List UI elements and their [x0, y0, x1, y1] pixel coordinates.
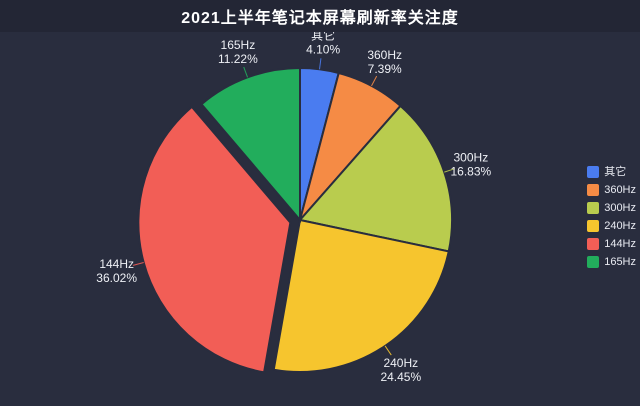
- legend-label-300Hz: 300Hz: [604, 202, 636, 214]
- legend-label-360Hz: 360Hz: [604, 184, 636, 196]
- pie-label-165Hz: 165Hz 11.22%: [218, 38, 258, 66]
- pie-slice-300Hz[interactable]: [298, 104, 453, 253]
- legend-label-165Hz: 165Hz: [604, 256, 636, 268]
- legend-label-144Hz: 144Hz: [604, 238, 636, 250]
- legend-label-240Hz: 240Hz: [604, 220, 636, 232]
- legend-item-300Hz[interactable]: 300Hz: [587, 202, 636, 214]
- chart-title: 2021上半年笔记本屏幕刷新率关注度: [181, 10, 459, 27]
- pie-label-line-240Hz: [384, 345, 392, 356]
- pie-label-144Hz: 144Hz 36.02%: [96, 257, 137, 285]
- legend-item-240Hz[interactable]: 240Hz: [587, 220, 636, 232]
- pie-slice-144Hz[interactable]: [137, 105, 292, 374]
- legend-item-144Hz[interactable]: 144Hz: [587, 238, 636, 250]
- pie-label-240Hz: 240Hz 24.45%: [380, 356, 421, 384]
- pie-label-line-300Hz: [444, 168, 455, 173]
- chart-header: 2021上半年笔记本屏幕刷新率关注度: [0, 0, 640, 32]
- legend-swatch-165Hz: [587, 256, 600, 268]
- legend-label-其它: 其它: [604, 166, 627, 178]
- pie-slice-240Hz[interactable]: [272, 218, 450, 373]
- pie-label-line-360Hz: [371, 75, 378, 87]
- legend: 其它 360Hz 300Hz 240Hz 144Hz 165Hz: [587, 166, 636, 268]
- pie-slice-165Hz[interactable]: [200, 66, 301, 223]
- legend-swatch-其它: [587, 166, 600, 178]
- pie-label-line-144Hz: [132, 262, 144, 266]
- legend-swatch-144Hz: [587, 238, 600, 250]
- pie-label-300Hz: 300Hz 16.83%: [450, 150, 491, 178]
- legend-swatch-300Hz: [587, 202, 600, 214]
- legend-item-165Hz[interactable]: 165Hz: [587, 256, 636, 268]
- pie-label-line-其它: [319, 58, 322, 70]
- legend-item-360Hz[interactable]: 360Hz: [587, 184, 636, 196]
- pie-label-line-165Hz: [243, 66, 248, 78]
- legend-swatch-360Hz: [587, 184, 600, 196]
- pie-label-360Hz: 360Hz 7.39%: [367, 48, 402, 76]
- legend-swatch-240Hz: [587, 220, 600, 232]
- legend-item-其它[interactable]: 其它: [587, 166, 636, 178]
